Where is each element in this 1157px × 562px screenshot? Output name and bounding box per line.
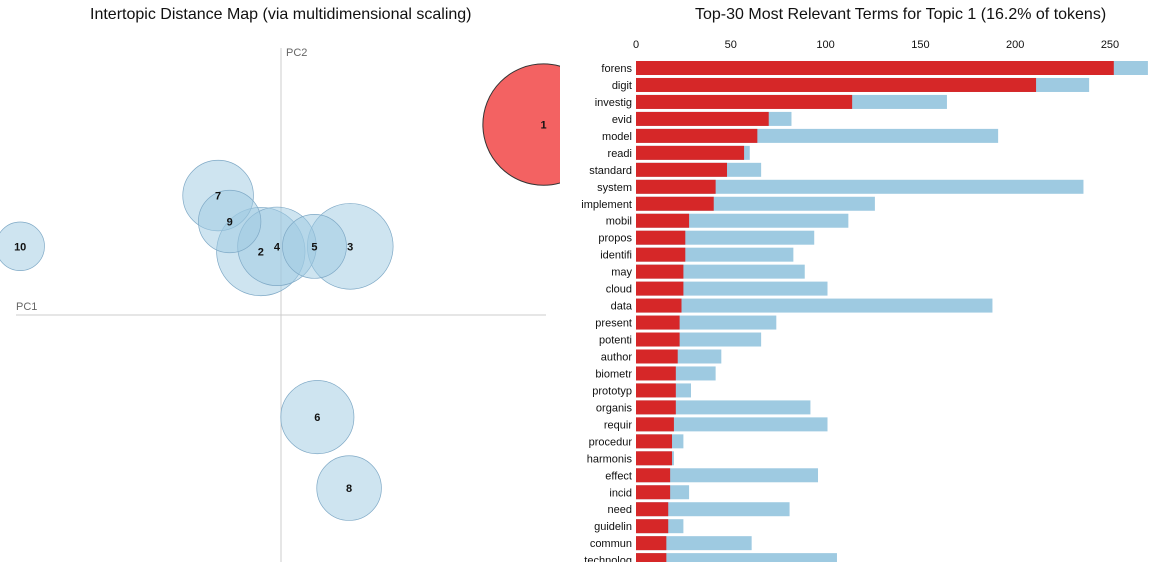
term-label-author: author: [601, 351, 633, 363]
overall-bar-effect[interactable]: [636, 468, 819, 483]
term-label-need: need: [608, 504, 632, 516]
topic-label-10: 10: [14, 241, 26, 253]
bar-chart-title: Top-30 Most Relevant Terms for Topic 1 (…: [695, 6, 1107, 23]
term-label-system: system: [597, 182, 632, 194]
term-label-requir: requir: [604, 419, 632, 431]
topic-bar-author[interactable]: [636, 349, 678, 364]
topic-bar-harmonis[interactable]: [636, 451, 673, 466]
term-label-may: may: [611, 267, 632, 279]
term-label-guidelin: guidelin: [594, 521, 632, 533]
topic-bar-identifi[interactable]: [636, 247, 686, 262]
overall-bar-cloud[interactable]: [636, 281, 828, 296]
term-label-organis: organis: [596, 402, 633, 414]
topic-label-3: 3: [347, 241, 353, 253]
term-label-propos: propos: [598, 233, 632, 245]
term-label-harmonis: harmonis: [587, 453, 633, 465]
topic-bar-implement[interactable]: [636, 196, 714, 211]
term-label-biometr: biometr: [595, 368, 632, 380]
topic-bar-cloud[interactable]: [636, 281, 684, 296]
term-label-standard: standard: [589, 165, 632, 177]
topic-bar-commun[interactable]: [636, 536, 667, 551]
topic-bubble-8[interactable]: [316, 455, 382, 521]
term-label-forens: forens: [601, 63, 632, 75]
topic-bar-need[interactable]: [636, 502, 669, 517]
intertopic-distance-map[interactable]: PC1 PC2 1 2 3 4 5 6 7 8 9 10: [0, 0, 560, 562]
term-label-procedur: procedur: [589, 436, 633, 448]
topic-bar-prototyp[interactable]: [636, 383, 676, 398]
x-tick-50: 50: [725, 39, 737, 51]
term-label-mobil: mobil: [606, 216, 632, 228]
term-label-data: data: [611, 301, 633, 313]
topic-bar-guidelin[interactable]: [636, 519, 669, 534]
topic-bar-forens[interactable]: [636, 61, 1114, 75]
topic-bar-effect[interactable]: [636, 468, 671, 483]
term-label-investig: investig: [595, 97, 632, 109]
topic-label-7: 7: [215, 191, 221, 203]
term-label-implement: implement: [581, 199, 632, 211]
topic-bar-propos[interactable]: [636, 230, 686, 245]
x-tick-250: 250: [1101, 39, 1119, 51]
topic-label-4: 4: [274, 241, 281, 253]
term-label-identifi: identifi: [600, 250, 632, 262]
map-title: Intertopic Distance Map (via multidimens…: [90, 6, 472, 23]
overall-bar-mobil[interactable]: [636, 213, 849, 228]
topic-bar-potenti[interactable]: [636, 332, 680, 347]
term-label-prototyp: prototyp: [592, 385, 632, 397]
term-label-evid: evid: [612, 114, 632, 126]
term-label-cloud: cloud: [606, 284, 632, 296]
topic-bubble-5[interactable]: [282, 214, 347, 279]
topic-bar-digit[interactable]: [636, 77, 1037, 92]
x-tick-150: 150: [911, 39, 929, 51]
topic-bar-requir[interactable]: [636, 417, 674, 432]
topic-bar-mobil[interactable]: [636, 213, 690, 228]
term-label-readi: readi: [608, 148, 632, 160]
topic-label-5: 5: [311, 241, 317, 253]
term-label-effect: effect: [605, 470, 632, 482]
topic-bar-system[interactable]: [636, 179, 716, 194]
overall-bar-system[interactable]: [636, 179, 1084, 194]
topic-label-6: 6: [314, 412, 320, 424]
topic-bar-evid[interactable]: [636, 111, 769, 126]
overall-bar-requir[interactable]: [636, 417, 828, 432]
term-label-commun: commun: [590, 538, 632, 550]
topic-bar-procedur[interactable]: [636, 434, 673, 449]
topic-bar-model[interactable]: [636, 128, 758, 143]
topic-bar-may[interactable]: [636, 264, 684, 279]
topic-bar-data[interactable]: [636, 298, 682, 313]
topic-label-8: 8: [346, 483, 352, 495]
topic-label-9: 9: [227, 217, 233, 229]
topic-bar-present[interactable]: [636, 315, 680, 330]
term-label-digit: digit: [612, 80, 632, 92]
term-label-present: present: [595, 318, 632, 330]
pc2-axis-label: PC2: [286, 47, 307, 59]
topic-bar-organis[interactable]: [636, 400, 676, 415]
pc1-axis-label: PC1: [16, 301, 37, 313]
x-tick-200: 200: [1006, 39, 1024, 51]
overall-bar-technolog[interactable]: [636, 553, 837, 562]
topic-bubble-6[interactable]: [280, 380, 355, 455]
topic-bubble-10[interactable]: [0, 221, 45, 271]
topic-bubble-1[interactable]: [482, 63, 560, 186]
topic-bar-technolog[interactable]: [636, 553, 667, 562]
topic-bar-readi[interactable]: [636, 145, 745, 160]
topic-bar-biometr[interactable]: [636, 366, 676, 381]
term-label-model: model: [602, 131, 632, 143]
topic-bar-investig[interactable]: [636, 94, 853, 109]
term-label-technolog: technolog: [584, 555, 632, 562]
overall-bar-organis[interactable]: [636, 400, 811, 415]
topic-bubble-9[interactable]: [198, 189, 262, 254]
topic-label-1: 1: [540, 120, 546, 132]
topic-bar-incid[interactable]: [636, 485, 671, 500]
term-label-incid: incid: [609, 487, 632, 499]
overall-bar-need[interactable]: [636, 502, 790, 517]
term-label-potenti: potenti: [599, 335, 632, 347]
topic-label-2: 2: [258, 247, 264, 259]
overall-bar-data[interactable]: [636, 298, 993, 313]
relevant-terms-bar-chart[interactable]: 0 50 100 150 200 250 forens digit investig evid m…: [557, 0, 1157, 562]
topic-bar-standard[interactable]: [636, 162, 728, 177]
x-tick-100: 100: [816, 39, 834, 51]
x-tick-0: 0: [633, 39, 639, 51]
